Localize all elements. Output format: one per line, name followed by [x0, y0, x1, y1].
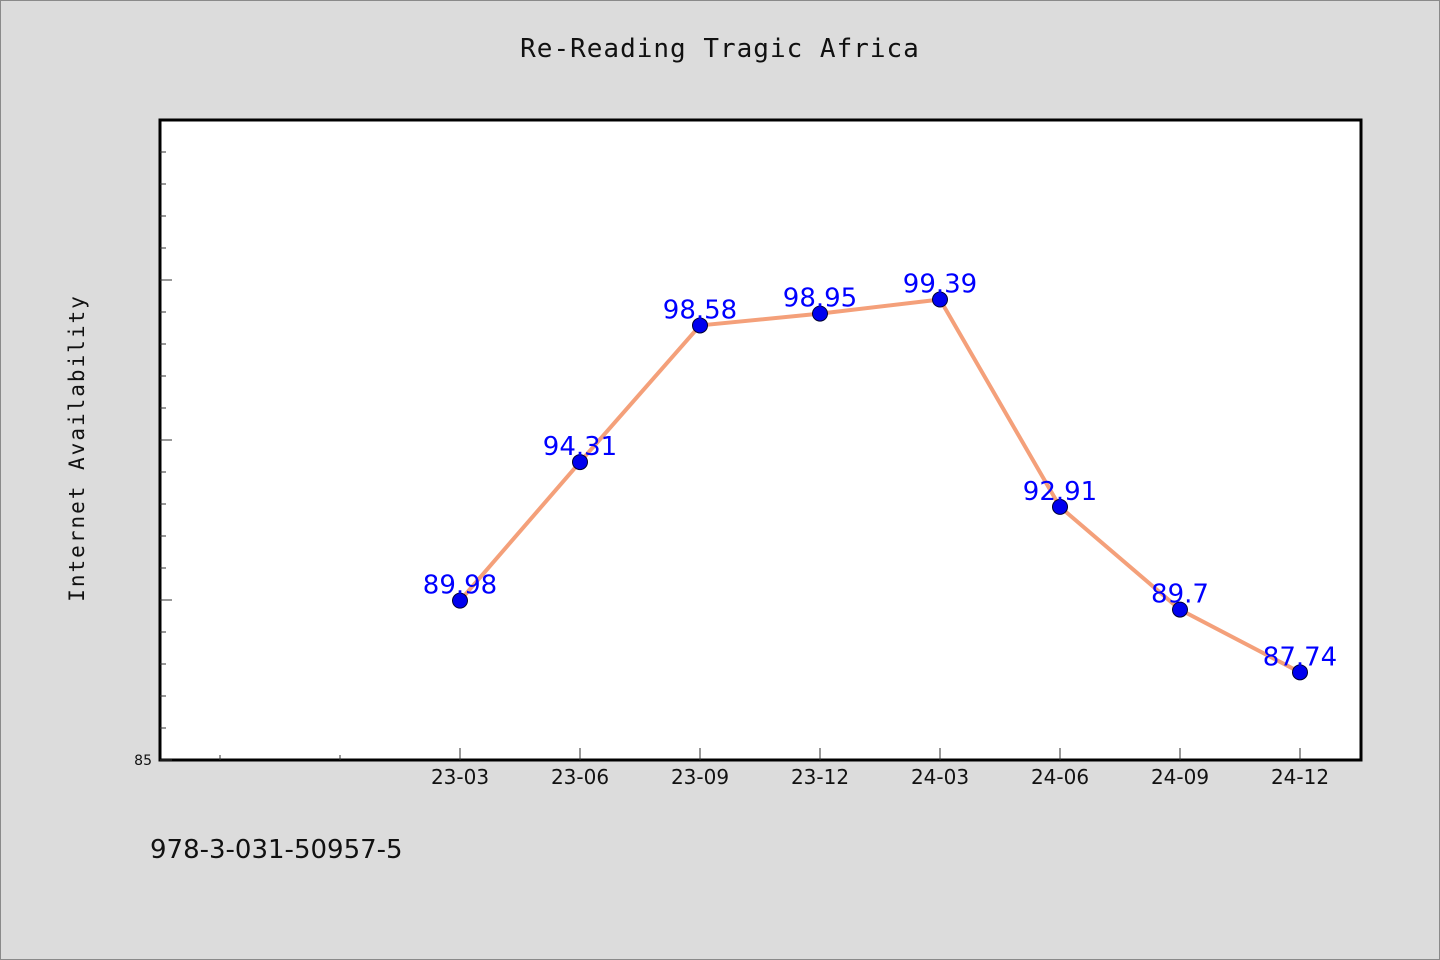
x-tick-label: 24-09: [1151, 765, 1209, 789]
isbn-label: 978-3-031-50957-5: [150, 835, 403, 865]
data-point: [692, 317, 708, 334]
x-tick-label: 23-12: [791, 765, 849, 789]
data-label: 94.31: [543, 432, 617, 462]
data-point: [932, 291, 948, 308]
series-line: [458, 297, 1301, 675]
x-tick-label: 23-03: [431, 765, 489, 789]
data-point: [812, 305, 828, 322]
data-point: [572, 454, 588, 471]
y-tick-label: 85: [134, 753, 152, 769]
data-label: 89.7: [1151, 580, 1209, 610]
x-tick-label: 24-03: [911, 765, 969, 789]
y-axis-label: Internet Availability: [65, 294, 89, 602]
data-point: [452, 592, 468, 609]
x-tick-label: 23-09: [671, 765, 729, 789]
x-tick-label: 23-06: [551, 765, 609, 789]
data-label: 98.58: [663, 295, 737, 325]
x-tick-label: 24-12: [1271, 765, 1329, 789]
data-point: [1172, 601, 1188, 618]
plot-area: [158, 118, 1363, 762]
data-point: [1052, 498, 1068, 515]
data-label: 87.74: [1263, 642, 1337, 672]
data-point: [1292, 664, 1308, 681]
x-tick-label: 24-06: [1031, 765, 1089, 789]
chart-title: Re-Reading Tragic Africa: [520, 34, 920, 64]
data-label: 99.39: [903, 270, 977, 300]
data-label: 89.98: [423, 571, 497, 601]
data-label: 92.91: [1023, 477, 1097, 507]
data-label: 98.95: [783, 284, 857, 314]
